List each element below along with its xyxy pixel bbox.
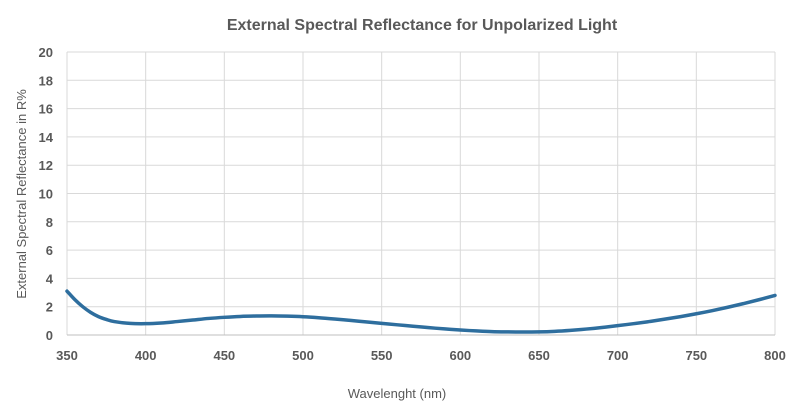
- x-tick-label: 400: [135, 348, 157, 363]
- y-tick-label: 4: [46, 271, 54, 286]
- x-tick-label: 600: [449, 348, 471, 363]
- y-tick-labels: 0 2 4 6 8 10 12 14 16 18 20: [39, 45, 54, 343]
- x-tick-label: 750: [685, 348, 707, 363]
- chart-title: External Spectral Reflectance for Unpola…: [227, 17, 618, 34]
- y-tick-label: 18: [39, 73, 53, 88]
- x-tick-label: 350: [56, 348, 78, 363]
- x-tick-label: 650: [528, 348, 550, 363]
- x-tick-label: 550: [371, 348, 393, 363]
- y-tick-label: 14: [39, 130, 54, 145]
- x-tick-label: 700: [607, 348, 629, 363]
- y-tick-label: 0: [46, 328, 53, 343]
- y-tick-label: 16: [39, 102, 53, 117]
- y-tick-label: 2: [46, 300, 53, 315]
- x-tick-label: 450: [213, 348, 235, 363]
- y-tick-label: 6: [46, 243, 53, 258]
- x-tick-label: 500: [292, 348, 314, 363]
- series-line: [65, 289, 777, 334]
- x-tick-labels: 350 400 450 500 550 600 650 700 750 800: [56, 348, 786, 363]
- grid: [66, 51, 776, 335]
- y-tick-label: 12: [39, 158, 53, 173]
- x-axis-label: Wavelenght (nm): [348, 386, 447, 401]
- y-tick-label: 8: [46, 215, 53, 230]
- y-axis-label: External Spectral Reflectance in R%: [14, 89, 29, 299]
- y-tick-label: 10: [39, 187, 53, 202]
- y-tick-label: 20: [39, 45, 53, 60]
- x-tick-label: 800: [764, 348, 786, 363]
- series: [65, 289, 777, 334]
